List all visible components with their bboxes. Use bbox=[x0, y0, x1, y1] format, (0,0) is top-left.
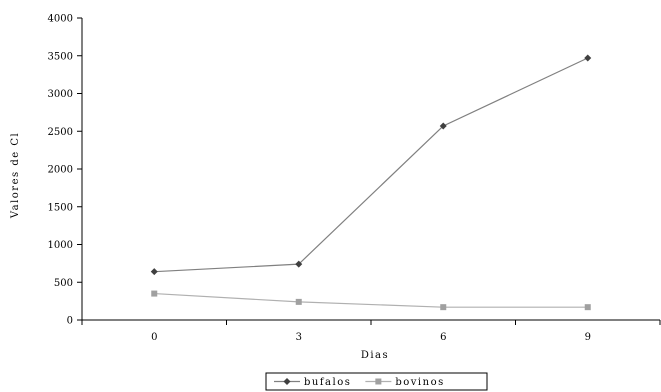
series-layer bbox=[150, 54, 592, 311]
data-point-bovinos bbox=[151, 290, 158, 297]
y-tick-label: 500 bbox=[54, 278, 73, 289]
series-bufalos bbox=[150, 54, 592, 276]
y-tick-label: 2000 bbox=[48, 165, 73, 176]
legend: bufalos bovinos bbox=[265, 372, 488, 391]
y-tick-label: 0 bbox=[67, 316, 73, 327]
x-tick-label: 9 bbox=[585, 332, 591, 343]
data-point-bovinos bbox=[440, 304, 447, 311]
y-tick-label: 3000 bbox=[48, 89, 73, 100]
y-tick-label: 4000 bbox=[48, 14, 73, 25]
legend-swatch-marker bbox=[283, 378, 291, 385]
data-point-bovinos bbox=[295, 298, 302, 305]
legend-label: bufalos bbox=[304, 377, 351, 388]
series-bovinos bbox=[151, 290, 591, 311]
legend-label: bovinos bbox=[395, 377, 444, 388]
legend-item-bovinos: bovinos bbox=[365, 377, 444, 388]
y-axis-title: Valores de Cl bbox=[10, 132, 21, 219]
data-point-bovinos bbox=[584, 304, 591, 311]
data-point-bufalos bbox=[150, 268, 158, 276]
x-axis-title: Dias bbox=[361, 350, 389, 361]
legend-item-bufalos: bufalos bbox=[274, 377, 351, 388]
y-tick-label: 1500 bbox=[48, 202, 73, 213]
x-axis: 0 3 6 9 bbox=[81, 319, 661, 343]
series-line-bovinos bbox=[154, 292, 588, 308]
y-axis: 0 500 1000 1500 2000 2500 3000 3500 4000 bbox=[48, 14, 83, 327]
x-tick-label: 3 bbox=[296, 332, 302, 343]
data-point-bufalos bbox=[295, 260, 303, 268]
legend-swatch-marker bbox=[375, 378, 382, 385]
x-tick-label: 6 bbox=[440, 332, 446, 343]
data-point-bufalos bbox=[584, 54, 592, 62]
y-tick-label: 1000 bbox=[48, 240, 73, 251]
y-tick-label: 2500 bbox=[48, 127, 73, 138]
x-tick-label: 0 bbox=[151, 332, 157, 343]
data-point-bufalos bbox=[439, 122, 447, 130]
series-line-bufalos bbox=[154, 57, 589, 273]
y-tick-label: 3500 bbox=[48, 51, 73, 62]
